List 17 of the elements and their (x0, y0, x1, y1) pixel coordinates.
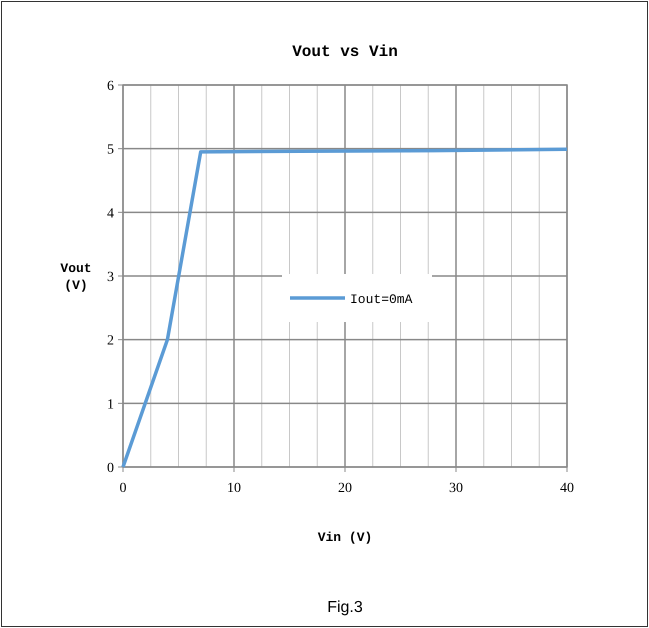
y-tick-label: 5 (107, 142, 114, 158)
legend-label: Iout=0mA (350, 292, 413, 307)
x-axis-title: Vin (V) (318, 530, 372, 545)
y-tick-label: 6 (107, 79, 114, 94)
y-axis-title: Vout (V) (60, 261, 92, 293)
y-tick-label: 0 (107, 461, 114, 476)
caption: Fig.3 (327, 599, 363, 616)
y-tick-label: 3 (107, 270, 114, 285)
x-tick-label: 20 (338, 481, 352, 496)
chart-title: Vout vs Vin (292, 43, 398, 61)
x-tick-label: 30 (449, 481, 463, 496)
y-tick-label: 1 (107, 397, 114, 412)
y-tick-label: 2 (107, 334, 114, 349)
x-tick-label: 0 (120, 481, 126, 496)
y-tick-label: 4 (107, 206, 114, 222)
x-tick-label: 40 (560, 481, 574, 496)
x-tick-label: 10 (227, 481, 241, 496)
